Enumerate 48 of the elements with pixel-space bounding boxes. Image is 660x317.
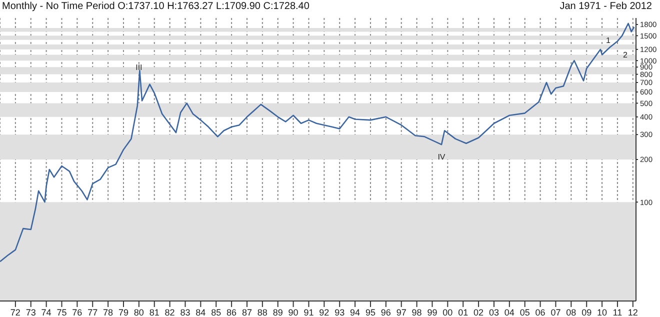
- x-tick-label: 00: [442, 307, 453, 317]
- x-tick-label: 72: [10, 307, 20, 317]
- x-tick-label: 12: [628, 307, 638, 317]
- x-tick-label: 11: [612, 307, 622, 317]
- x-tick-label: 73: [26, 307, 36, 317]
- x-tick-label: 01: [458, 307, 468, 317]
- x-tick-label: 84: [196, 307, 206, 317]
- x-tick-label: 07: [550, 307, 561, 317]
- x-tick-label: 88: [257, 307, 268, 317]
- x-tick-label: 06: [535, 307, 546, 317]
- x-tick-label: 76: [72, 307, 82, 317]
- x-tick-label: 83: [180, 307, 190, 317]
- x-tick-label: 09: [582, 307, 592, 317]
- x-tick-label: 78: [103, 307, 114, 317]
- annotation: 2: [622, 50, 628, 60]
- x-tick-label: 86: [226, 307, 237, 317]
- x-tick-label: 91: [304, 307, 314, 317]
- x-tick-label: 97: [396, 307, 406, 317]
- x-tick-label: 77: [88, 307, 98, 317]
- x-tick-label: 96: [380, 307, 391, 317]
- x-tick-label: 93: [334, 307, 345, 317]
- x-tick-label: 87: [242, 307, 252, 317]
- x-tick-label: 05: [520, 307, 530, 317]
- x-tick-label: 89: [272, 307, 283, 317]
- annotation: III: [136, 62, 142, 72]
- x-tick-label: 03: [488, 307, 499, 317]
- x-tick-label: 79: [118, 307, 129, 317]
- x-tick-label: 98: [412, 307, 422, 317]
- x-tick-label: 90: [288, 307, 298, 317]
- x-tick-label: 81: [149, 307, 160, 317]
- x-tick-label: 08: [566, 307, 576, 317]
- chart-subtitle: Jan 1971 - Feb 2012: [560, 1, 652, 12]
- x-tick-label: 04: [504, 307, 514, 317]
- annotation: IV: [438, 152, 446, 162]
- x-tick-label: 85: [211, 307, 222, 317]
- line-series: [0, 22, 635, 262]
- x-tick-label: 75: [56, 307, 67, 317]
- chart-title: Monthly - No Time Period O:1737.10 H:1763.27 L:1709.90 C:1728.40: [2, 1, 310, 12]
- x-tick-label: 82: [164, 307, 175, 317]
- x-tick-label: 95: [365, 307, 376, 317]
- annotation: 1: [606, 36, 611, 45]
- x-tick-label: 74: [41, 307, 52, 317]
- x-tick-label: 80: [134, 307, 144, 317]
- x-tick-label: 10: [597, 307, 608, 317]
- x-tick-label: 99: [427, 307, 438, 317]
- x-tick-label: 02: [474, 307, 484, 317]
- x-tick-label: 92: [319, 307, 330, 317]
- x-tick-label: 94: [350, 307, 360, 317]
